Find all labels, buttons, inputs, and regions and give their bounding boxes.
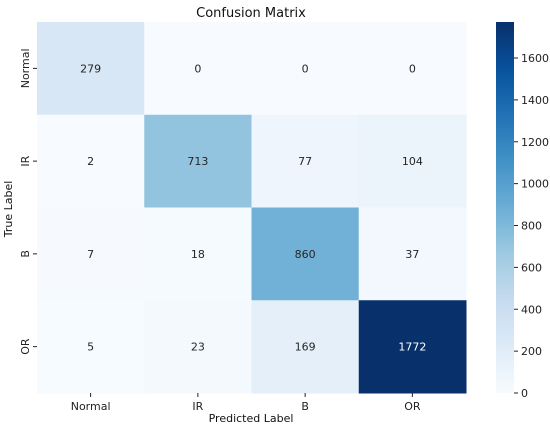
cell-value-label: 77 bbox=[298, 155, 312, 168]
y-tick-label: Normal bbox=[19, 48, 32, 88]
heatmap-cell bbox=[251, 207, 360, 301]
cell-value-label: 18 bbox=[191, 248, 205, 261]
colorbar-tick-label: 800 bbox=[521, 220, 542, 233]
heatmap-cell bbox=[358, 300, 467, 394]
cell-value-label: 2 bbox=[87, 155, 94, 168]
y-tick-label: B bbox=[19, 250, 32, 258]
cell-value-label: 0 bbox=[409, 62, 416, 75]
heatmap-cells: 279 0 0 0 2 713 77 104 7 18 860 37 5 23 169 1772 bbox=[37, 22, 467, 394]
cell-value-label: 0 bbox=[194, 62, 201, 75]
x-tick-label: IR bbox=[192, 400, 203, 413]
heatmap-cell bbox=[251, 300, 360, 394]
cell-value-label: 169 bbox=[295, 341, 316, 354]
cell-value-label: 104 bbox=[402, 155, 423, 168]
x-tick-label: OR bbox=[404, 400, 421, 413]
y-tick-label: OR bbox=[19, 338, 32, 355]
heatmap-cell bbox=[37, 22, 145, 116]
cell-value-label: 279 bbox=[80, 62, 101, 75]
x-tick-labels: Normal IR B OR bbox=[71, 393, 421, 413]
colorbar-tick-label: 1200 bbox=[521, 136, 549, 149]
heatmap-cell bbox=[144, 300, 252, 394]
heatmap-cell bbox=[37, 207, 145, 301]
cell-value-label: 1772 bbox=[398, 341, 426, 354]
x-tick-label: Normal bbox=[71, 400, 111, 413]
y-axis-label: True Label bbox=[2, 181, 15, 239]
cell-value-label: 5 bbox=[87, 341, 94, 354]
colorbar-ticks: 0 200 400 600 800 1000 1200 1400 1600 bbox=[514, 52, 549, 400]
chart-title: Confusion Matrix bbox=[196, 6, 306, 21]
cell-value-label: 0 bbox=[302, 62, 309, 75]
x-axis-label: Predicted Label bbox=[209, 412, 294, 425]
cell-value-label: 860 bbox=[295, 248, 316, 261]
heatmap-cell bbox=[358, 207, 467, 301]
heatmap-cell bbox=[37, 300, 145, 394]
heatmap-cell bbox=[144, 207, 252, 301]
cell-value-label: 7 bbox=[87, 248, 94, 261]
cell-value-label: 713 bbox=[187, 155, 208, 168]
colorbar-tick-label: 600 bbox=[521, 261, 542, 274]
colorbar-tick-label: 400 bbox=[521, 303, 542, 316]
colorbar-tick-label: 1400 bbox=[521, 94, 549, 107]
heatmap-cell bbox=[358, 114, 467, 208]
y-tick-labels: Normal IR B OR bbox=[19, 48, 37, 355]
colorbar-tick-label: 0 bbox=[521, 387, 528, 400]
colorbar-tick-label: 200 bbox=[521, 345, 542, 358]
heatmap-cell bbox=[144, 22, 252, 116]
heatmap-cell bbox=[144, 114, 252, 208]
heatmap-cell bbox=[37, 114, 145, 208]
y-tick-label: IR bbox=[19, 155, 32, 166]
heatmap-cell bbox=[358, 22, 467, 116]
colorbar-tick-label: 1600 bbox=[521, 52, 549, 65]
colorbar bbox=[496, 22, 514, 393]
colorbar-tick-label: 1000 bbox=[521, 178, 549, 191]
x-tick-label: B bbox=[301, 400, 309, 413]
cell-value-label: 37 bbox=[405, 248, 419, 261]
heatmap-cell bbox=[251, 22, 360, 116]
cell-value-label: 23 bbox=[191, 341, 205, 354]
heatmap-cell bbox=[251, 114, 360, 208]
